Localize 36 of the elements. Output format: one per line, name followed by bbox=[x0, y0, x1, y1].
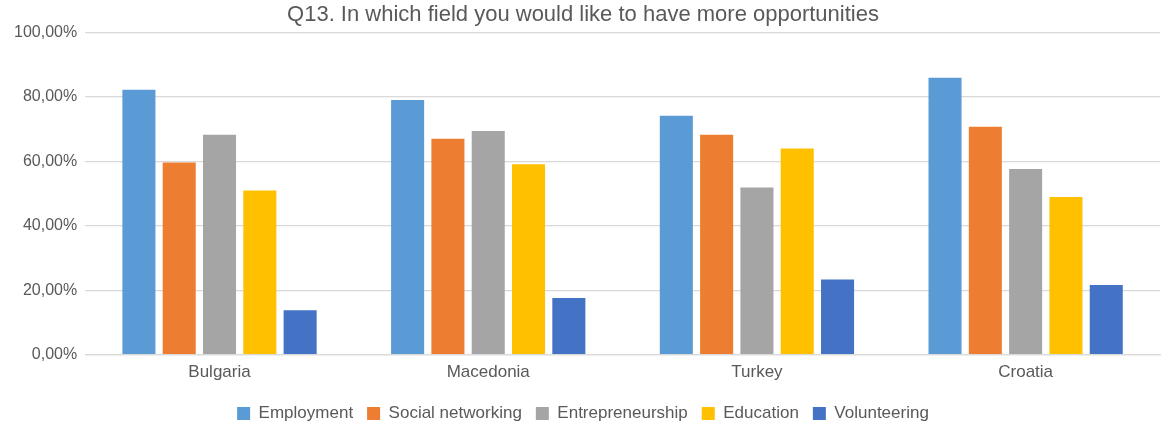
bar bbox=[431, 138, 465, 354]
bar bbox=[391, 100, 425, 354]
bar bbox=[162, 162, 196, 354]
bar bbox=[968, 126, 1002, 354]
bar bbox=[659, 115, 693, 354]
legend-label: Employment bbox=[258, 403, 354, 423]
legend-label: Social networking bbox=[388, 403, 522, 423]
y-tick-label: 40,00% bbox=[22, 216, 78, 234]
bar bbox=[202, 134, 237, 354]
bar bbox=[740, 187, 774, 354]
bar bbox=[552, 297, 586, 354]
bar bbox=[283, 310, 317, 354]
y-tick-label: 80,00% bbox=[22, 87, 78, 105]
legend-label: Entrepreneurship bbox=[557, 403, 688, 423]
y-tick-label: 20,00% bbox=[22, 280, 78, 298]
legend-label: Education bbox=[723, 403, 799, 423]
bar bbox=[1009, 169, 1043, 354]
bar bbox=[1089, 285, 1123, 354]
bar bbox=[821, 279, 855, 354]
bar bbox=[928, 77, 962, 354]
legend-label: Volunteering bbox=[834, 403, 929, 423]
y-tick-label: 60,00% bbox=[22, 151, 78, 169]
bar bbox=[1049, 197, 1083, 354]
x-tick-label: Bulgaria bbox=[188, 362, 252, 382]
x-tick-label: Croatia bbox=[998, 362, 1054, 382]
bar bbox=[512, 164, 546, 354]
bar bbox=[243, 190, 277, 354]
bar bbox=[122, 89, 156, 354]
y-tick-label: 0,00% bbox=[31, 345, 78, 363]
bar bbox=[700, 134, 734, 354]
y-tick-label: 100,00% bbox=[13, 22, 78, 40]
chart-title: Q13. In which field you would like to have more opportunities bbox=[287, 1, 879, 27]
x-tick-label: Macedonia bbox=[446, 362, 531, 382]
bar bbox=[780, 148, 814, 354]
x-tick-label: Turkey bbox=[731, 362, 784, 382]
bar bbox=[471, 130, 505, 354]
